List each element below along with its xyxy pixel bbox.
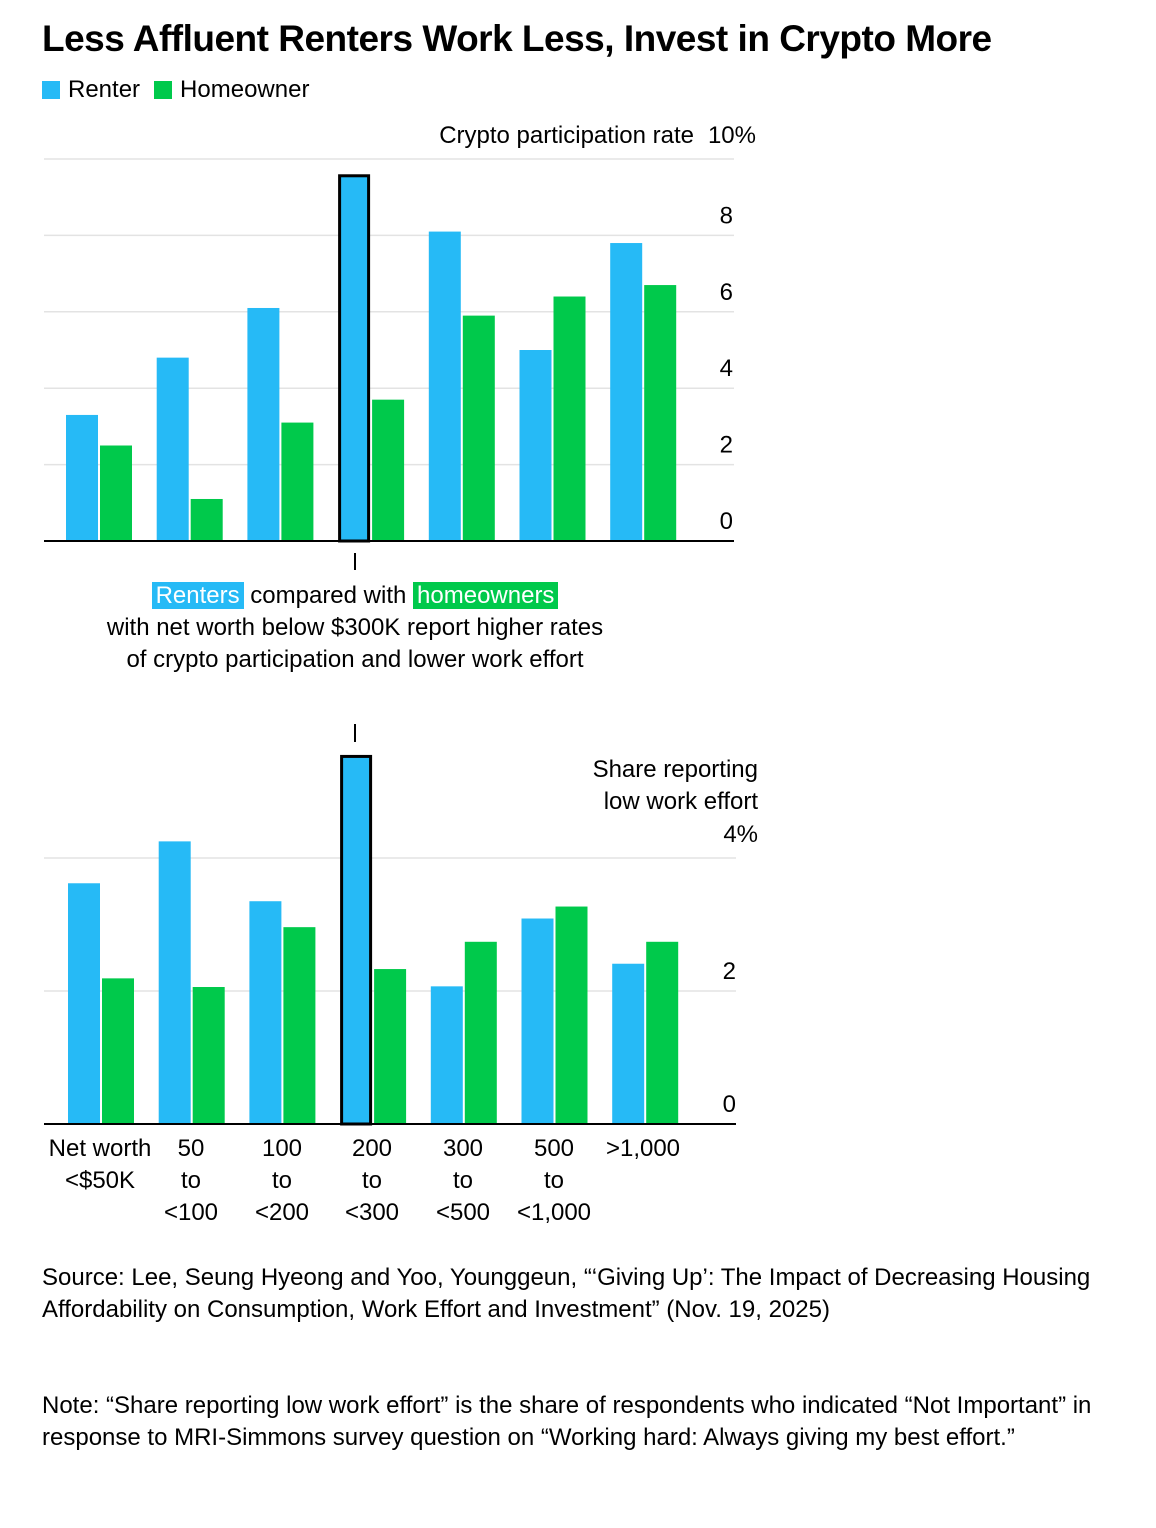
source-note: Source: Lee, Seung Hyeong and Yoo, Young… (42, 1264, 1091, 1323)
low-work-effort-chart: 0 2 4% Share reporting low work effort (44, 754, 759, 1126)
work-effort-axis-title-line1: Share reporting (593, 756, 758, 783)
bar-homeowner-2 (283, 927, 316, 1124)
x-tick-label-3: 200 (352, 1135, 392, 1162)
legend-swatch-renter (42, 81, 60, 99)
legend-item-renter: Renter (42, 76, 140, 104)
bar-homeowner-1 (192, 987, 225, 1124)
x-tick-label-4: 300 (443, 1135, 483, 1162)
bar-renter-3 (340, 754, 373, 1126)
y-tick-label: 10% (708, 122, 756, 149)
x-tick-label-4: to (453, 1167, 473, 1194)
footnote: Note: “Share reporting low work effort” … (42, 1392, 1092, 1451)
x-tick-label-0: <$50K (65, 1167, 135, 1194)
x-tick-label-3: to (362, 1167, 382, 1194)
x-tick-label-6: >1,000 (606, 1135, 680, 1162)
bar-renter-6 (612, 963, 645, 1124)
bar-homeowner-6 (644, 285, 677, 541)
y-tick-label: 6 (720, 279, 733, 306)
bar-renter-5 (521, 918, 554, 1124)
bar-homeowner-1 (190, 498, 223, 541)
bar-renter-1 (158, 841, 191, 1124)
annotation-homeowners-highlight: homeowners (413, 582, 559, 609)
x-axis-labels: Net worth <$50K 50 to <100 100 to <200 200 to <300… (49, 1135, 680, 1226)
x-tick-label-5: to (544, 1167, 564, 1194)
bar-homeowner-2 (281, 422, 314, 541)
bar-renter-0 (68, 883, 100, 1124)
annotation-renters-highlight: Renters (151, 582, 244, 609)
x-tick-label-2: <200 (255, 1199, 309, 1226)
x-tick-label-5: <1,000 (517, 1199, 591, 1226)
y-tick-label: 4% (723, 821, 758, 848)
bar-homeowner-4 (464, 941, 497, 1124)
bar-homeowner-4 (462, 315, 495, 541)
x-tick-label-3: <300 (345, 1199, 399, 1226)
bar-homeowner-5 (555, 906, 588, 1124)
bar-homeowner-0 (100, 445, 132, 541)
crypto-participation-chart: 0 2 4 6 8 10% Crypto participation rate (44, 122, 756, 543)
y-tick-label: 2 (723, 958, 736, 985)
annotation-rest-text: with net worth below $300K report higher… (106, 614, 604, 673)
x-tick-label-2: 100 (262, 1135, 302, 1162)
x-tick-label-0: Net worth (49, 1135, 152, 1162)
bar-homeowner-3 (374, 969, 407, 1124)
bar-homeowner-6 (646, 941, 679, 1124)
y-tick-label: 0 (720, 508, 733, 535)
crypto-axis-title: Crypto participation rate (439, 122, 694, 149)
y-tick-label: 2 (720, 432, 733, 459)
bar-renter-4 (430, 986, 463, 1124)
bar-homeowner-5 (553, 296, 586, 541)
bar-renter-5 (519, 350, 552, 541)
x-tick-label-5: 500 (534, 1135, 574, 1162)
bar-homeowner-0 (102, 978, 134, 1124)
x-tick-label-2: to (272, 1167, 292, 1194)
y-tick-label: 4 (720, 355, 733, 382)
bar-homeowner-3 (372, 399, 405, 541)
annotation-middle-text: compared with (250, 582, 407, 609)
chart-title: Less Affluent Renters Work Less, Invest … (42, 18, 992, 59)
annotation-text: Renters compared with homeowners with ne… (100, 580, 610, 676)
bar-renter-2 (247, 307, 280, 541)
bar-renter-3 (338, 174, 371, 543)
legend-label-homeowner: Homeowner (180, 76, 310, 103)
bar-renter-0 (66, 414, 98, 541)
bar-renter-2 (249, 901, 282, 1124)
bar-renter-4 (428, 231, 461, 541)
x-tick-label-1: <100 (164, 1199, 218, 1226)
legend-swatch-homeowner (154, 81, 173, 99)
x-tick-label-4: <500 (436, 1199, 490, 1226)
legend-label-renter: Renter (68, 76, 141, 103)
legend-item-homeowner: Homeowner (154, 76, 309, 104)
y-tick-label: 0 (723, 1091, 736, 1118)
work-effort-axis-title-line2: low work effort (604, 788, 759, 815)
y-tick-label: 8 (720, 202, 733, 229)
bar-renter-1 (156, 357, 189, 541)
x-tick-label-1: 50 (178, 1135, 205, 1162)
x-tick-label-1: to (181, 1167, 201, 1194)
legend: Renter Homeowner (42, 76, 323, 104)
bar-renter-6 (610, 243, 643, 542)
